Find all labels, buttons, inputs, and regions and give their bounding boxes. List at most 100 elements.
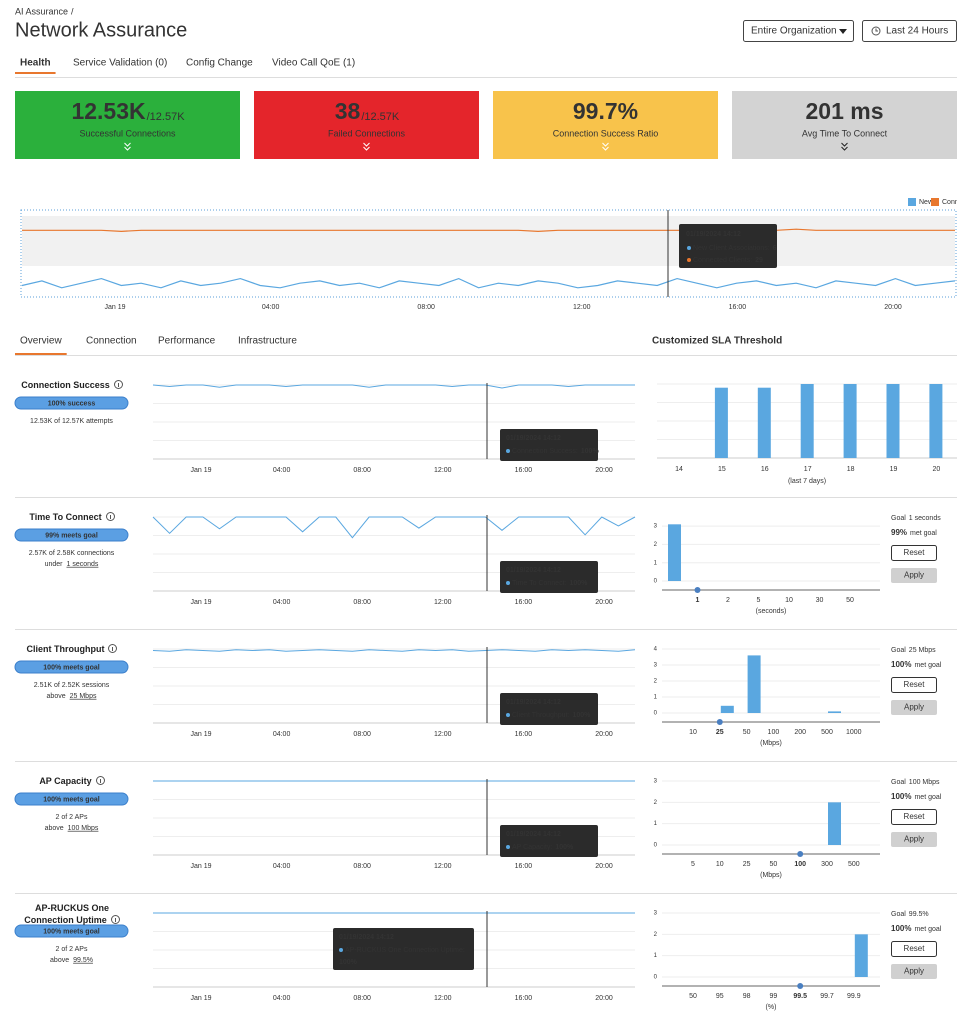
sla-title: Client Throughput (15, 643, 129, 655)
clock-hands (875, 28, 878, 32)
scope-dropdown[interactable] (743, 20, 854, 42)
apply-button[interactable] (891, 568, 937, 583)
time-range-button[interactable] (862, 20, 957, 42)
x-tick-label: 12:00 (434, 995, 452, 1002)
tab[interactable]: Config Change (186, 58, 253, 69)
x-tick-label: 04:00 (273, 863, 291, 870)
y-tick-label: 1 (654, 821, 658, 827)
bar (843, 384, 857, 458)
reset-button[interactable] (891, 809, 937, 825)
reset-label[interactable]: Reset (904, 944, 926, 953)
tooltip-value: 6 (773, 245, 777, 252)
slider-handle[interactable] (797, 983, 804, 989)
x-tick-label: 12:00 (573, 304, 591, 311)
slider-handle[interactable] (694, 587, 701, 593)
apply-button[interactable] (891, 832, 937, 847)
kpi-card[interactable] (732, 91, 957, 159)
x-tick-label: 16:00 (515, 599, 533, 606)
info-icon[interactable] (95, 776, 105, 785)
slider-handle[interactable] (716, 719, 723, 725)
x-tick-label: 500 (821, 729, 833, 736)
x-tick-label: 99.9 (847, 993, 861, 1000)
sla-detail: 2.51K of 2.52K sessions (34, 682, 110, 689)
sla-threshold-link[interactable]: 1 seconds (66, 561, 98, 568)
apply-label[interactable]: Apply (904, 571, 924, 580)
tooltip-value: 29 (755, 257, 763, 264)
kpi-card[interactable] (15, 91, 240, 159)
info-icon[interactable] (105, 512, 115, 521)
sla-title: Time To Connect (15, 511, 129, 523)
goal-label: Goal (891, 515, 906, 522)
goal-met-label: met goal (914, 662, 941, 669)
goal-value: 100 Mbps (909, 779, 940, 786)
x-tick-label: Jan 19 (190, 995, 211, 1002)
subtab[interactable]: Performance (158, 336, 216, 347)
x-tick-label: Jan 19 (104, 304, 125, 311)
info-icon[interactable] (108, 644, 118, 653)
x-tick-label: 16:00 (515, 863, 533, 870)
info-icon[interactable] (110, 915, 120, 924)
kpi-card[interactable] (254, 91, 479, 159)
reset-label[interactable]: Reset (904, 680, 926, 689)
tooltip-value: 100% (569, 580, 588, 587)
apply-label[interactable]: Apply (904, 967, 924, 976)
x-tick-label: 25 (716, 729, 724, 736)
sla-threshold-link[interactable]: 25 Mbps (70, 693, 97, 700)
tab[interactable]: Service Validation (0) (73, 58, 167, 69)
tooltip-label: Connected Clients: (693, 257, 752, 264)
expand-chevron (602, 142, 609, 151)
y-tick-label: 0 (654, 975, 658, 981)
apply-button[interactable] (891, 700, 937, 715)
reset-button[interactable] (891, 677, 937, 693)
reset-button[interactable] (891, 545, 937, 561)
sla-threshold-link[interactable]: 99.5% (73, 957, 93, 964)
x-tick-label: 20:00 (595, 863, 613, 870)
tab[interactable]: Health (20, 58, 51, 69)
active-tab-underline (15, 72, 56, 74)
status-badge (14, 924, 129, 938)
sla-condition: above (47, 693, 66, 700)
tooltip-time: 01/19/2024 14:12 (339, 934, 394, 941)
reset-label[interactable]: Reset (904, 812, 926, 821)
tooltip-dot (506, 713, 510, 717)
y-tick-label: 0 (654, 579, 658, 585)
series-line (21, 277, 956, 289)
status-badge (14, 528, 129, 542)
chart-band (22, 216, 955, 266)
subtab[interactable]: Overview (20, 336, 62, 347)
kpi-card[interactable] (493, 91, 718, 159)
info-icon[interactable] (113, 380, 123, 389)
x-tick-label: 25 (743, 861, 751, 868)
tooltip-label: AP Capacity: (512, 844, 552, 851)
x-tick-label: 99 (770, 993, 778, 1000)
tab[interactable]: Video Call QoE (1) (272, 58, 355, 69)
reset-button[interactable] (891, 941, 937, 957)
x-tick-label: 50 (689, 993, 697, 1000)
subtab[interactable]: Infrastructure (238, 336, 297, 347)
y-tick-label: 3 (654, 779, 658, 785)
sla-detail: 2 of 2 APs (56, 946, 88, 953)
y-tick-label: 3 (654, 524, 658, 530)
sla-title: Customized SLA Threshold (652, 336, 782, 347)
x-tick-label: 12:00 (434, 863, 452, 870)
reset-label[interactable]: Reset (904, 548, 926, 557)
apply-label[interactable]: Apply (904, 703, 924, 712)
bar (854, 934, 868, 977)
x-tick-label: 08:00 (353, 995, 371, 1002)
slider-handle[interactable] (797, 851, 804, 857)
x-tick-label: 17 (804, 466, 812, 473)
sla-detail: 12.53K of 12.57K attempts (30, 418, 113, 425)
goal-met: 100% (891, 660, 911, 669)
x-tick-label: 10 (785, 597, 793, 604)
breadcrumb[interactable]: AI Assurance (15, 6, 68, 16)
active-subtab-underline (15, 353, 67, 355)
x-tick-label: 12:00 (434, 467, 452, 474)
bar (886, 384, 900, 458)
apply-label[interactable]: Apply (904, 835, 924, 844)
x-tick-label: 14 (675, 466, 683, 473)
y-tick-label: 2 (654, 800, 658, 806)
sla-threshold-link[interactable]: 100 Mbps (68, 825, 99, 832)
kpi-value: 99.7% (573, 98, 638, 124)
subtab[interactable]: Connection (86, 336, 137, 347)
apply-button[interactable] (891, 964, 937, 979)
